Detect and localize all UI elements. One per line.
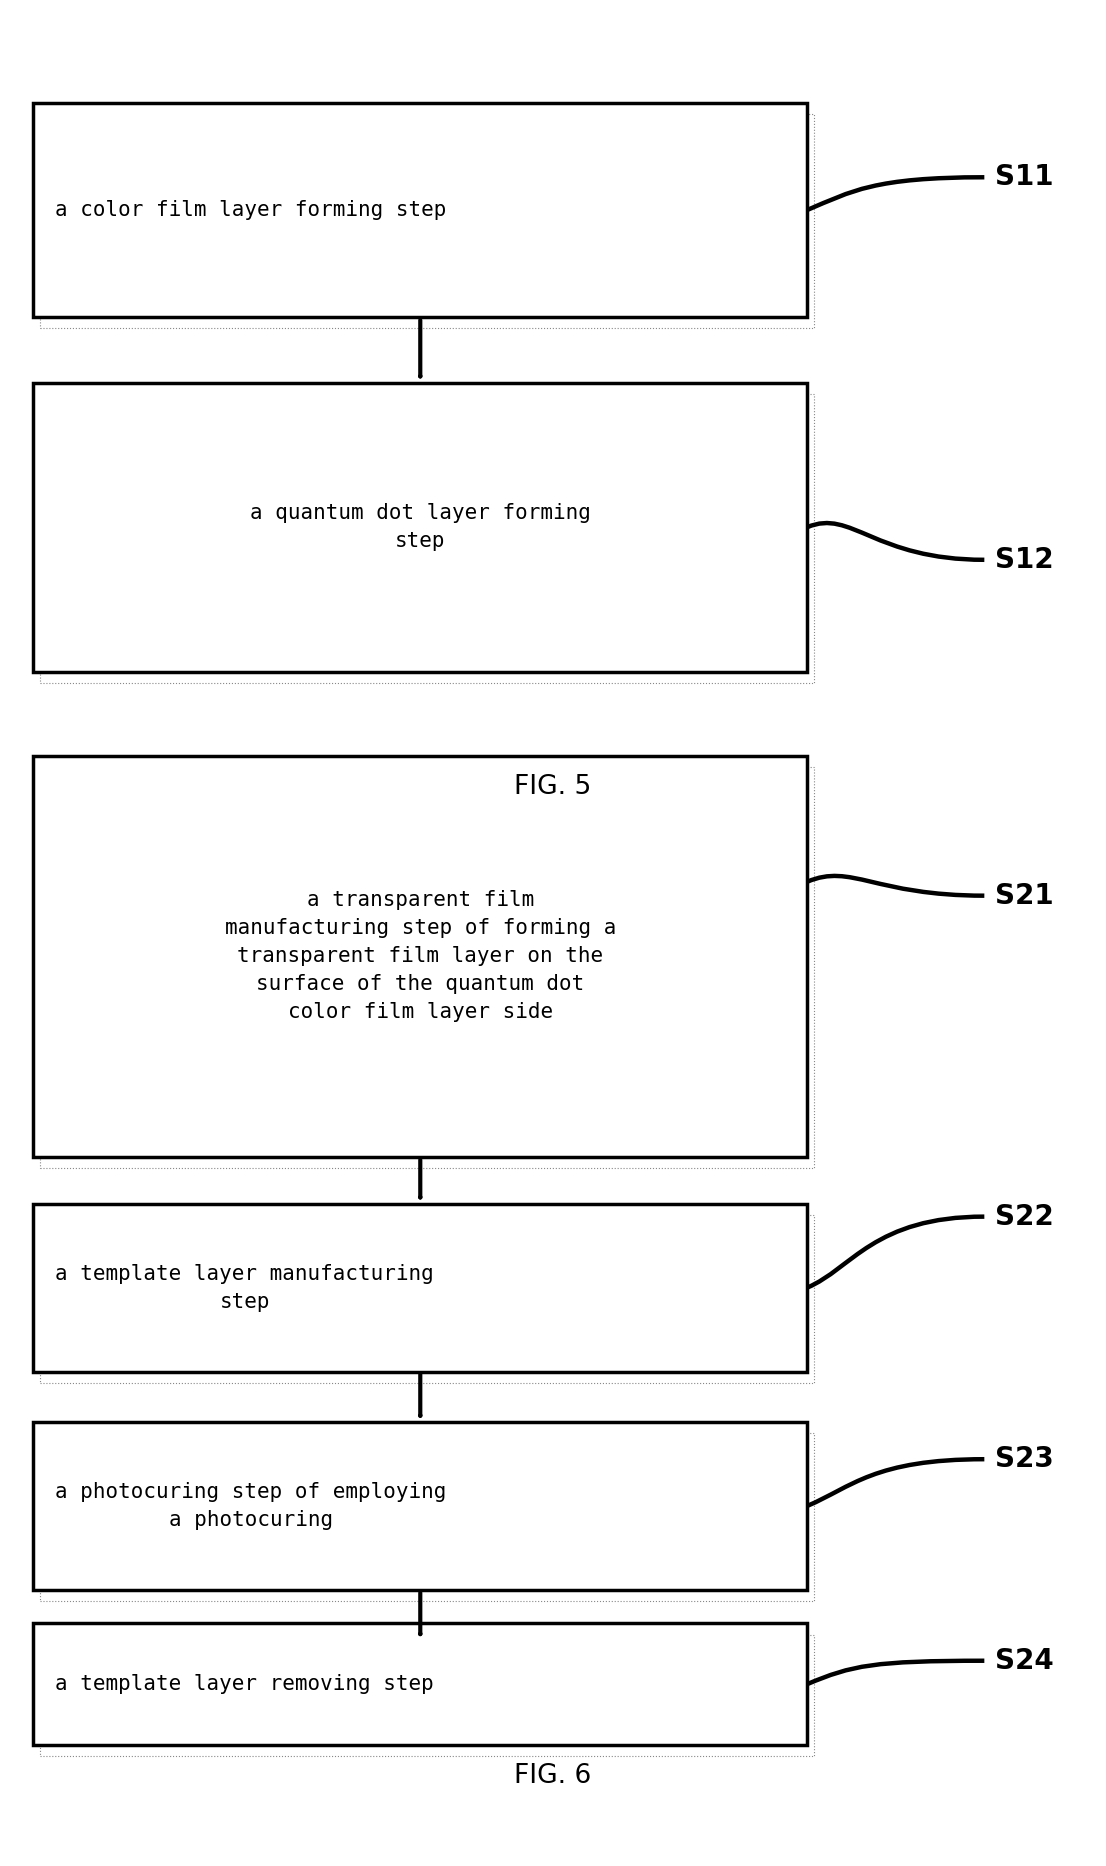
Text: a template layer manufacturing
step: a template layer manufacturing step — [55, 1263, 434, 1312]
Bar — [33, 383, 807, 672]
Bar — [33, 103, 807, 317]
Text: FIG. 6: FIG. 6 — [514, 1763, 592, 1789]
Bar — [33, 756, 807, 1157]
Bar — [40, 394, 814, 683]
Bar — [40, 114, 814, 328]
Text: S12: S12 — [995, 545, 1054, 575]
Text: S21: S21 — [995, 881, 1054, 911]
Text: S22: S22 — [995, 1202, 1054, 1232]
Text: a template layer removing step: a template layer removing step — [55, 1674, 434, 1694]
Bar — [40, 1635, 814, 1756]
Text: S24: S24 — [995, 1646, 1054, 1676]
Text: a quantum dot layer forming
step: a quantum dot layer forming step — [250, 504, 591, 550]
Bar — [33, 1422, 807, 1590]
Text: S11: S11 — [995, 162, 1054, 192]
Text: S23: S23 — [995, 1444, 1054, 1474]
Bar — [33, 1204, 807, 1372]
Bar — [33, 1623, 807, 1745]
Text: a color film layer forming step: a color film layer forming step — [55, 200, 447, 220]
Bar — [40, 1433, 814, 1601]
Text: a transparent film
manufacturing step of forming a
transparent film layer on the: a transparent film manufacturing step of… — [225, 890, 616, 1023]
Text: FIG. 5: FIG. 5 — [514, 774, 592, 801]
Text: a photocuring step of employing
a photocuring: a photocuring step of employing a photoc… — [55, 1482, 447, 1530]
Bar — [40, 1215, 814, 1383]
Bar — [40, 767, 814, 1168]
